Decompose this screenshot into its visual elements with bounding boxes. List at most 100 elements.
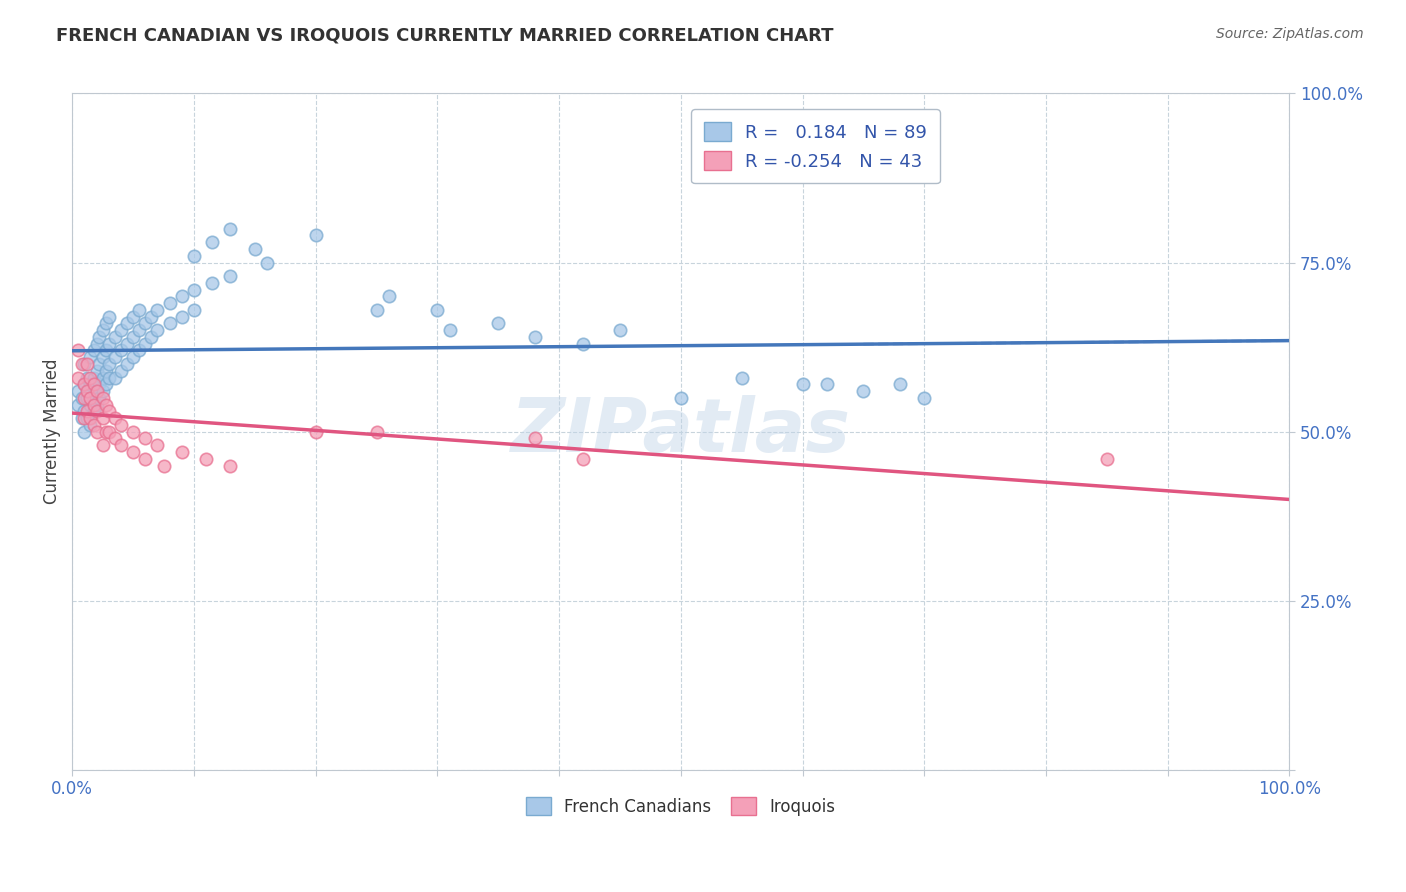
Point [195, 451, 218, 466]
Point [87, 377, 110, 392]
Point [91, 323, 114, 337]
Point [76, 370, 98, 384]
Point [159, 317, 181, 331]
Point [104, 432, 127, 446]
Point [731, 370, 754, 384]
Text: ZIPatlas: ZIPatlas [510, 395, 851, 468]
Point [73, 357, 96, 371]
Point [70, 391, 93, 405]
Point [96, 425, 118, 439]
Point [76, 411, 98, 425]
Point [96, 398, 118, 412]
Point [67, 343, 90, 358]
Point [70, 357, 93, 371]
Point [134, 432, 156, 446]
Point [110, 438, 132, 452]
Point [609, 323, 631, 337]
Point [183, 283, 205, 297]
Point [134, 317, 156, 331]
Point [77, 384, 100, 398]
Point [73, 377, 96, 392]
Legend: French Canadians, Iroquois: French Canadians, Iroquois [519, 790, 842, 822]
Point [91, 370, 114, 384]
Point [141, 330, 163, 344]
Text: Source: ZipAtlas.com: Source: ZipAtlas.com [1216, 27, 1364, 41]
Point [122, 330, 145, 344]
Point [115, 357, 138, 371]
Point [97, 310, 120, 324]
Point [1095, 451, 1118, 466]
Point [79, 411, 101, 425]
Point [86, 404, 108, 418]
Point [67, 370, 90, 384]
Point [86, 384, 108, 398]
Point [219, 221, 242, 235]
Point [73, 411, 96, 425]
Point [115, 336, 138, 351]
Point [76, 357, 98, 371]
Point [96, 377, 118, 392]
Point [110, 323, 132, 337]
Point [141, 310, 163, 324]
Point [128, 343, 150, 358]
Point [104, 330, 127, 344]
Point [305, 425, 328, 439]
Point [97, 404, 120, 418]
Point [83, 417, 105, 432]
Point [170, 310, 193, 324]
Point [87, 330, 110, 344]
Point [122, 425, 145, 439]
Point [115, 317, 138, 331]
Point [366, 425, 388, 439]
Point [134, 451, 156, 466]
Point [815, 377, 838, 392]
Point [110, 343, 132, 358]
Point [97, 425, 120, 439]
Point [104, 411, 127, 425]
Point [792, 377, 814, 392]
Point [91, 391, 114, 405]
Point [86, 336, 108, 351]
Point [79, 370, 101, 384]
Point [104, 370, 127, 384]
Point [83, 370, 105, 384]
Text: FRENCH CANADIAN VS IROQUOIS CURRENTLY MARRIED CORRELATION CHART: FRENCH CANADIAN VS IROQUOIS CURRENTLY MA… [56, 27, 834, 45]
Point [889, 377, 911, 392]
Point [170, 289, 193, 303]
Point [91, 351, 114, 365]
Point [377, 289, 399, 303]
Point [305, 228, 328, 243]
Point [122, 351, 145, 365]
Point [170, 445, 193, 459]
Point [183, 249, 205, 263]
Point [83, 398, 105, 412]
Point [83, 391, 105, 405]
Point [201, 276, 224, 290]
Point [852, 384, 875, 398]
Point [243, 242, 266, 256]
Point [523, 432, 546, 446]
Point [426, 302, 449, 317]
Point [73, 377, 96, 392]
Point [146, 323, 169, 337]
Point [79, 417, 101, 432]
Point [366, 302, 388, 317]
Point [128, 323, 150, 337]
Point [91, 438, 114, 452]
Point [83, 377, 105, 392]
Point [67, 384, 90, 398]
Point [219, 458, 242, 473]
Point [76, 391, 98, 405]
Point [152, 458, 174, 473]
Point [97, 370, 120, 384]
Point [73, 404, 96, 418]
Point [86, 384, 108, 398]
Point [110, 364, 132, 378]
Point [122, 445, 145, 459]
Point [134, 336, 156, 351]
Point [146, 438, 169, 452]
Point [73, 391, 96, 405]
Point [83, 343, 105, 358]
Point [669, 391, 692, 405]
Point [523, 330, 546, 344]
